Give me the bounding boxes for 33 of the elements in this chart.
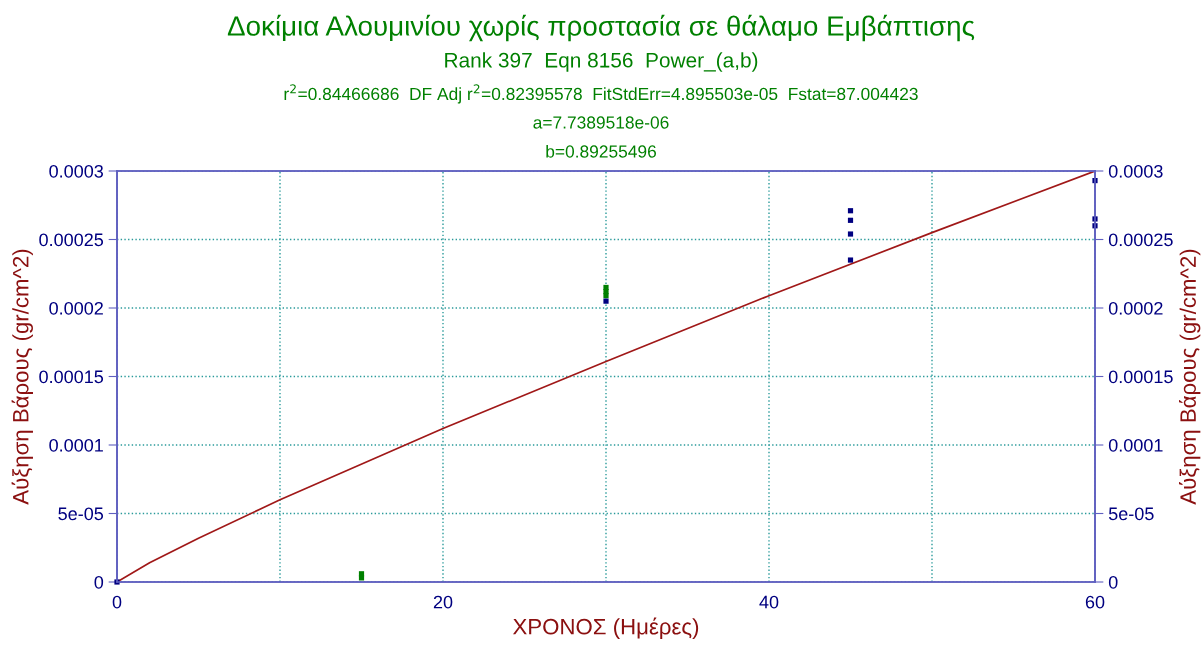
chart-title: Δοκίμια Αλουμινίου χωρίς προστασία σε θάλαμο Εμβάπτισης <box>227 14 975 42</box>
y-tick-label: 0 <box>94 575 104 589</box>
y2-tick-label: 0.00025 <box>1108 233 1173 247</box>
point <box>603 298 609 304</box>
y-tick-label: 0.00015 <box>39 370 104 384</box>
point <box>847 217 854 223</box>
point <box>603 293 609 299</box>
x-tick-label: 20 <box>433 595 453 609</box>
text: r$^{2}$=0.84466686 DF Adj r$^{2}$=0.82395578 FitStdErr=4.895503e-05 Fstat=87.004423 <box>284 84 918 104</box>
y2-tick-label: 0.0002 <box>1108 301 1163 315</box>
y2-tick-label: 0 <box>1108 575 1118 589</box>
y2-tick-label: 5e-05 <box>1108 507 1154 521</box>
y2-tick-label: 0.0003 <box>1108 164 1163 178</box>
x-tick-label: 60 <box>1085 595 1105 609</box>
y-tick-label: 0.0002 <box>49 301 103 315</box>
y-tick-label: 0.00025 <box>39 233 104 247</box>
x-tick-label: 40 <box>759 595 779 609</box>
y2-tick-label: 0.0001 <box>1108 438 1163 452</box>
point <box>847 257 854 263</box>
x-tick-label: 0 <box>112 595 122 609</box>
point <box>847 208 854 214</box>
y-tick-label: 5e-05 <box>58 507 104 521</box>
y2-tick-label: 0.00015 <box>1108 370 1173 384</box>
point <box>847 231 854 237</box>
text: b=0.89255496 <box>546 144 656 158</box>
point <box>358 575 365 581</box>
text: a=7.7389518e-06 <box>533 116 669 129</box>
x-axis-title: ΧΡΟΝΟΣ (Ημέρες) <box>513 617 699 639</box>
chart-subtitle: Rank 397 Eqn 8156 Power_(a,b) <box>445 52 758 72</box>
y-axis-title: Αύξηση Βάρους (gr/cm^2) <box>11 249 33 505</box>
y-tick-label: 0.0001 <box>49 438 103 452</box>
y2-axis-title: Αύξηση Βάρους (gr/cm^2) <box>1179 249 1201 505</box>
y-tick-label: 0.0003 <box>49 164 104 178</box>
